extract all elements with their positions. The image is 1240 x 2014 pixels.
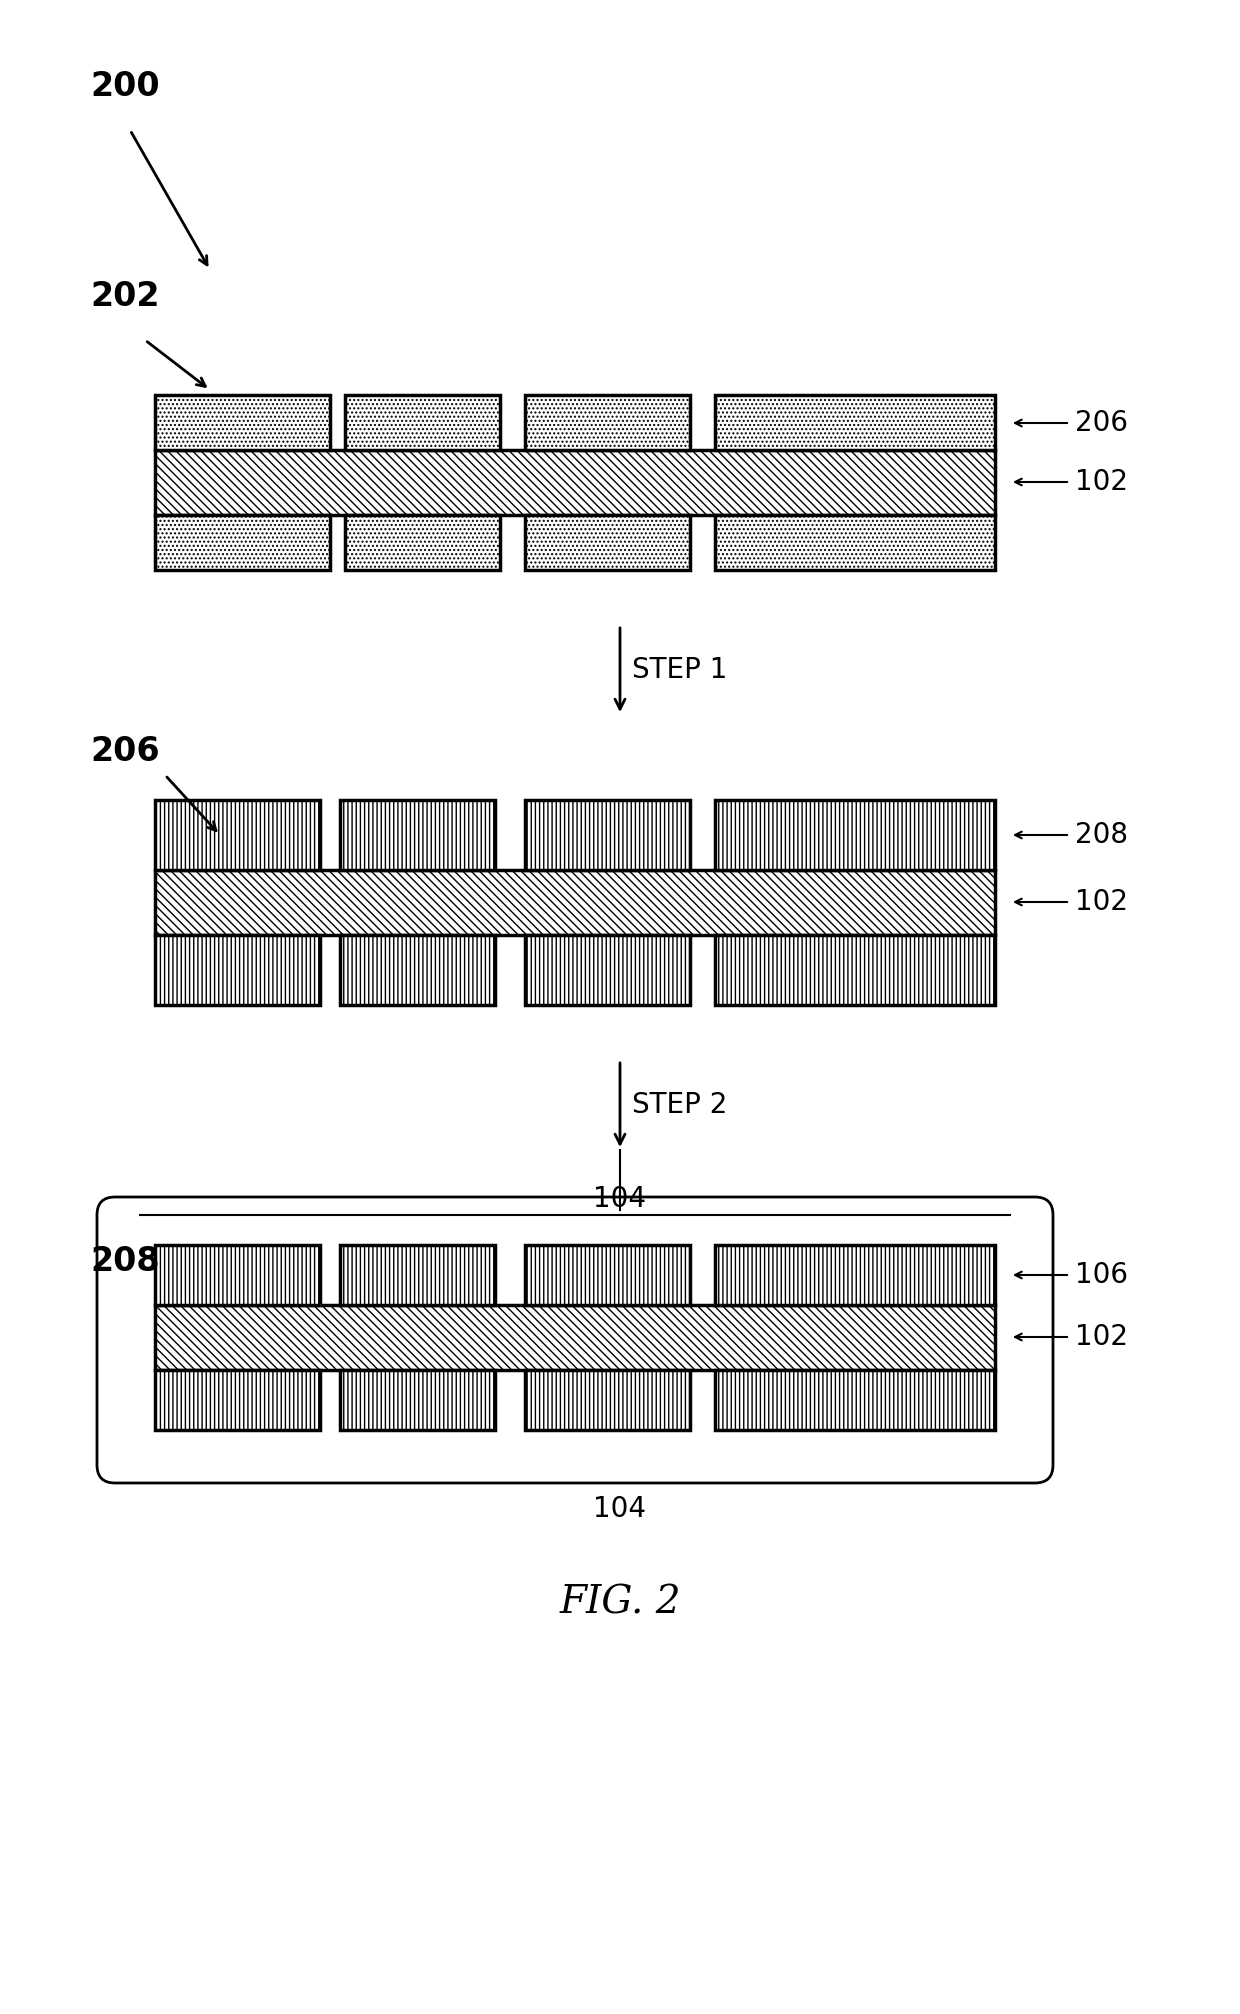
- Bar: [155, 1245, 320, 1305]
- Bar: [340, 934, 495, 1005]
- Bar: [155, 1305, 994, 1370]
- Bar: [155, 395, 330, 449]
- Bar: [155, 516, 330, 570]
- Text: 104: 104: [594, 1184, 646, 1212]
- Bar: [525, 395, 689, 449]
- Bar: [155, 870, 994, 934]
- Text: 206: 206: [91, 735, 160, 767]
- Bar: [715, 800, 994, 870]
- Text: 200: 200: [91, 70, 160, 103]
- Text: 104: 104: [594, 1494, 646, 1523]
- Bar: [715, 516, 994, 570]
- Bar: [525, 1245, 689, 1305]
- Bar: [340, 1245, 495, 1305]
- Bar: [340, 1370, 495, 1430]
- Text: 102: 102: [1075, 467, 1128, 495]
- Text: 102: 102: [1075, 888, 1128, 916]
- Bar: [525, 1370, 689, 1430]
- Bar: [155, 934, 320, 1005]
- Text: STEP 1: STEP 1: [632, 657, 728, 685]
- Bar: [525, 800, 689, 870]
- Bar: [525, 516, 689, 570]
- Bar: [525, 934, 689, 1005]
- Bar: [155, 800, 320, 870]
- Text: 202: 202: [91, 280, 160, 312]
- Text: 208: 208: [91, 1245, 160, 1279]
- Bar: [345, 395, 500, 449]
- Bar: [715, 1370, 994, 1430]
- Text: 102: 102: [1075, 1323, 1128, 1351]
- Bar: [715, 1245, 994, 1305]
- Bar: [155, 449, 994, 516]
- Text: 106: 106: [1075, 1261, 1128, 1289]
- Bar: [345, 516, 500, 570]
- Text: 206: 206: [1075, 409, 1128, 437]
- Bar: [715, 395, 994, 449]
- Bar: [155, 1370, 320, 1430]
- Bar: [715, 934, 994, 1005]
- Bar: [340, 800, 495, 870]
- Text: 208: 208: [1075, 822, 1128, 850]
- Text: STEP 2: STEP 2: [632, 1092, 728, 1120]
- Text: FIG. 2: FIG. 2: [559, 1585, 681, 1621]
